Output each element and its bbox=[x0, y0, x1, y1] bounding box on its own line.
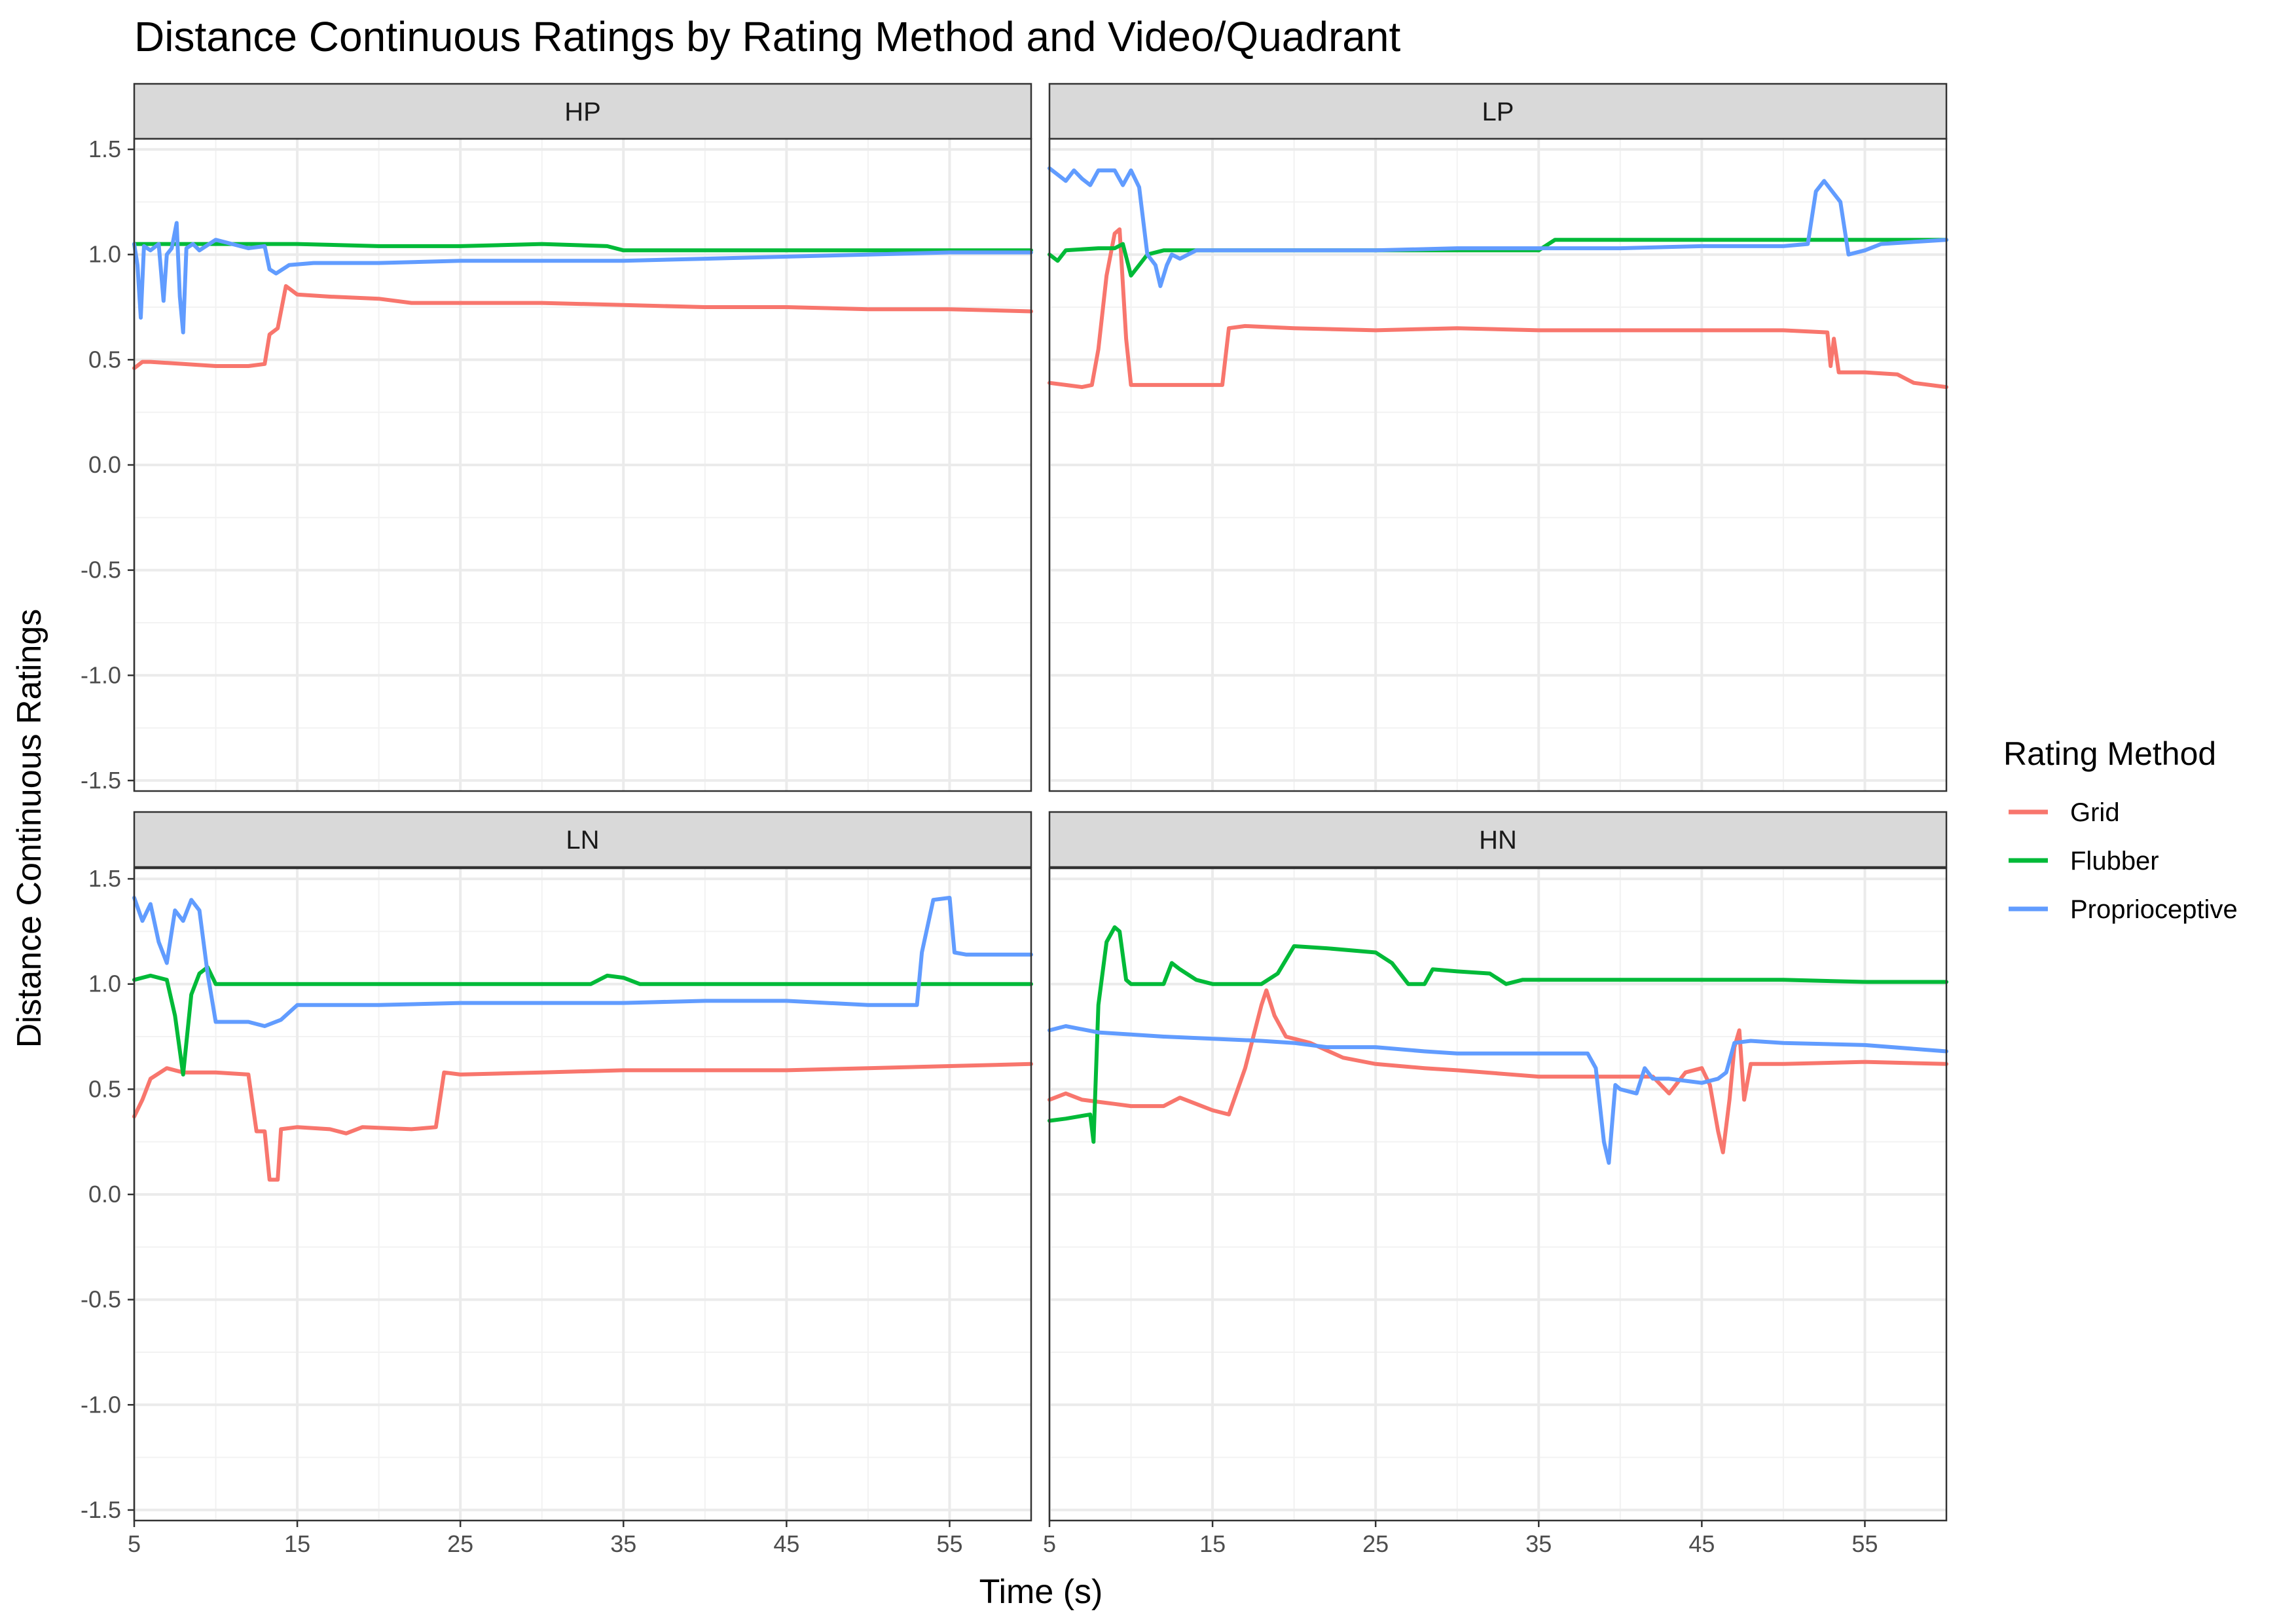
legend-label-flubber: Flubber bbox=[2070, 847, 2159, 876]
series-line-grid-ln bbox=[132, 1061, 1033, 1182]
y-tick-label: 0.0 bbox=[88, 451, 121, 478]
strip-hp bbox=[133, 83, 1032, 140]
x-tick-label: 5 bbox=[128, 1530, 141, 1557]
x-tick-label: 55 bbox=[936, 1530, 962, 1557]
y-tick-label: -1.0 bbox=[81, 1391, 121, 1418]
y-axis-title: Distance Continuous Ratings bbox=[10, 609, 48, 1048]
panel-border-hn bbox=[1048, 867, 1948, 1522]
x-tick-label: 35 bbox=[610, 1530, 636, 1557]
y-tick-label: 1.0 bbox=[88, 241, 121, 268]
chart-title: Distance Continuous Ratings by Rating Me… bbox=[134, 13, 1400, 60]
y-tick-label: 0.5 bbox=[88, 1075, 121, 1102]
series-line-flubber-ln bbox=[132, 965, 1033, 1077]
strip-label-lp: LP bbox=[1482, 98, 1514, 126]
y-tick-label: -0.5 bbox=[81, 557, 121, 583]
legend-title: Rating Method bbox=[2003, 735, 2216, 772]
panel-ln: LN -1.5 -1.0 -0.5 0.0 0.5 1.0 1.5 5 15 25 35 45 55 bbox=[81, 811, 1033, 1557]
x-tick-label: 25 bbox=[1362, 1530, 1389, 1557]
x-tick-label: 55 bbox=[1851, 1530, 1878, 1557]
x-tick-label: 15 bbox=[1199, 1530, 1226, 1557]
legend-label-proprioceptive: Proprioceptive bbox=[2070, 895, 2238, 924]
strip-ln bbox=[133, 811, 1032, 868]
y-tick-label: 1.5 bbox=[88, 136, 121, 162]
series-line-grid-hn bbox=[1048, 988, 1948, 1154]
series-line-proprioceptive-hn bbox=[1048, 1024, 1948, 1165]
series-line-flubber-hp bbox=[132, 242, 1033, 253]
legend-item-proprioceptive: Proprioceptive bbox=[2009, 895, 2238, 924]
y-tick-label: -1.5 bbox=[81, 1496, 121, 1523]
series-line-proprioceptive-hp bbox=[132, 221, 1033, 335]
x-tick-label: 35 bbox=[1525, 1530, 1552, 1557]
x-tick-label: 25 bbox=[447, 1530, 473, 1557]
panel-border-lp bbox=[1048, 138, 1948, 792]
strip-label-hn: HN bbox=[1479, 826, 1517, 855]
y-tick-label: 0.0 bbox=[88, 1181, 121, 1208]
facet-panels: HP -1.5 -1.0 -0.5 0.0 0.5 1.0 1.5 LP LN -1.5 -1.0 -0… bbox=[81, 83, 1948, 1557]
y-tick-label: -1.5 bbox=[81, 767, 121, 794]
series-line-grid-hp bbox=[132, 284, 1033, 371]
y-tick-label: 1.0 bbox=[88, 970, 121, 997]
panel-hn: HN 5 15 25 35 45 55 bbox=[1043, 811, 1948, 1557]
legend: Rating Method Grid Flubber Proprioceptive bbox=[2003, 735, 2238, 924]
legend-label-grid: Grid bbox=[2070, 798, 2120, 827]
series-line-grid-lp bbox=[1048, 227, 1948, 390]
y-tick-label: -1.0 bbox=[81, 661, 121, 688]
x-tick-label: 45 bbox=[773, 1530, 799, 1557]
y-tick-label: 1.5 bbox=[88, 865, 121, 892]
strip-hn bbox=[1048, 811, 1948, 868]
legend-item-grid: Grid bbox=[2009, 798, 2120, 827]
x-tick-label: 45 bbox=[1688, 1530, 1715, 1557]
x-tick-label: 15 bbox=[284, 1530, 310, 1557]
series-line-flubber-hn bbox=[1048, 925, 1948, 1144]
strip-label-hp: HP bbox=[564, 98, 601, 126]
strip-label-ln: LN bbox=[566, 826, 599, 855]
x-tick-label: 5 bbox=[1043, 1530, 1056, 1557]
legend-item-flubber: Flubber bbox=[2009, 847, 2159, 876]
strip-lp bbox=[1048, 83, 1948, 140]
series-line-proprioceptive-lp bbox=[1048, 166, 1948, 288]
y-tick-label: -0.5 bbox=[81, 1286, 121, 1313]
series-line-proprioceptive-ln bbox=[132, 896, 1033, 1028]
panel-hp: HP -1.5 -1.0 -0.5 0.0 0.5 1.0 1.5 bbox=[81, 83, 1033, 794]
y-tick-label: 0.5 bbox=[88, 346, 121, 373]
panel-lp: LP bbox=[1048, 83, 1948, 792]
x-axis-title: Time (s) bbox=[979, 1573, 1103, 1611]
